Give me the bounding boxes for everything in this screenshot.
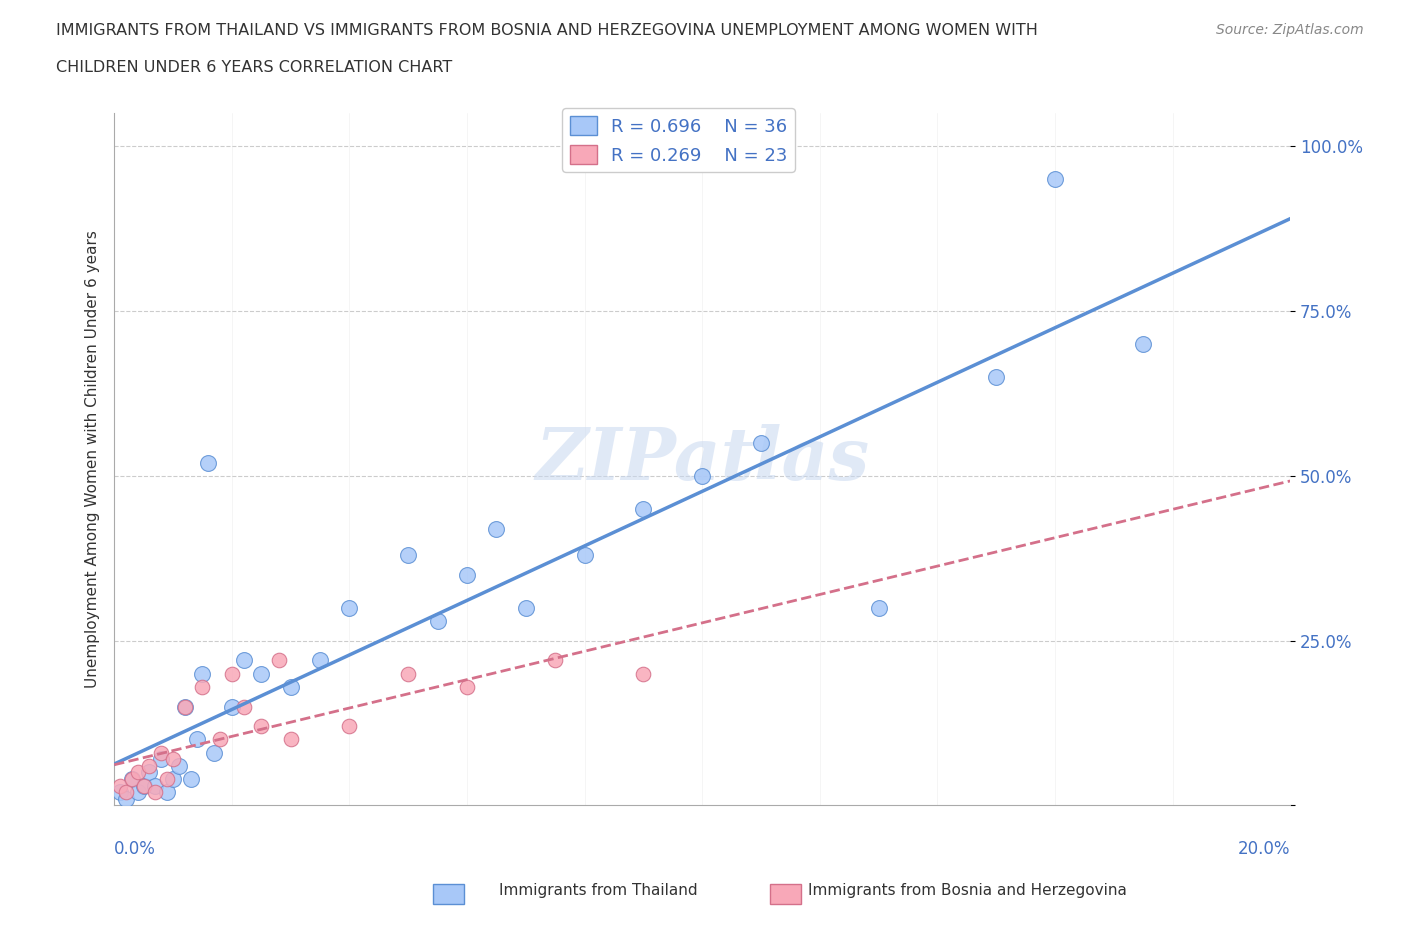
- Point: [396, 666, 419, 681]
- Point: [121, 772, 143, 787]
- Y-axis label: Unemployment Among Women with Children Under 6 years: Unemployment Among Women with Children U…: [86, 231, 100, 688]
- Point: [173, 699, 195, 714]
- Point: [202, 745, 225, 760]
- Point: [191, 666, 214, 681]
- Point: [197, 455, 219, 470]
- Point: [280, 732, 302, 747]
- Point: [690, 469, 713, 484]
- Text: Source: ZipAtlas.com: Source: ZipAtlas.com: [1216, 23, 1364, 37]
- Point: [485, 521, 508, 536]
- Point: [162, 772, 184, 787]
- Point: [868, 600, 890, 615]
- Text: 0.0%: 0.0%: [114, 840, 156, 858]
- Point: [186, 732, 208, 747]
- Point: [108, 778, 131, 793]
- Point: [208, 732, 231, 747]
- Point: [127, 765, 149, 780]
- Point: [633, 666, 655, 681]
- Text: CHILDREN UNDER 6 YEARS CORRELATION CHART: CHILDREN UNDER 6 YEARS CORRELATION CHART: [56, 60, 453, 75]
- Point: [232, 653, 254, 668]
- Point: [115, 785, 138, 800]
- Point: [396, 548, 419, 563]
- Point: [191, 679, 214, 694]
- Point: [280, 679, 302, 694]
- Point: [267, 653, 290, 668]
- Point: [1043, 172, 1066, 187]
- Point: [150, 751, 173, 766]
- Point: [515, 600, 537, 615]
- Point: [138, 765, 160, 780]
- Point: [156, 772, 179, 787]
- Point: [574, 548, 596, 563]
- Text: ZIPatlas: ZIPatlas: [536, 424, 869, 495]
- Point: [143, 785, 166, 800]
- Point: [156, 785, 179, 800]
- Point: [127, 785, 149, 800]
- Point: [456, 567, 478, 582]
- Point: [173, 699, 195, 714]
- Point: [544, 653, 567, 668]
- Point: [180, 772, 202, 787]
- Text: Immigrants from Bosnia and Herzegovina: Immigrants from Bosnia and Herzegovina: [808, 884, 1128, 898]
- Point: [426, 614, 449, 629]
- Point: [221, 699, 243, 714]
- Legend: R = 0.696    N = 36, R = 0.269    N = 23: R = 0.696 N = 36, R = 0.269 N = 23: [562, 109, 794, 172]
- Point: [132, 778, 155, 793]
- Point: [143, 778, 166, 793]
- Point: [150, 745, 173, 760]
- Point: [162, 751, 184, 766]
- Point: [232, 699, 254, 714]
- Point: [337, 600, 360, 615]
- Text: IMMIGRANTS FROM THAILAND VS IMMIGRANTS FROM BOSNIA AND HERZEGOVINA UNEMPLOYMENT : IMMIGRANTS FROM THAILAND VS IMMIGRANTS F…: [56, 23, 1038, 38]
- Point: [633, 501, 655, 516]
- Point: [1132, 337, 1154, 352]
- Point: [250, 666, 273, 681]
- Point: [138, 758, 160, 773]
- Text: Immigrants from Thailand: Immigrants from Thailand: [499, 884, 697, 898]
- Point: [221, 666, 243, 681]
- Point: [309, 653, 332, 668]
- Point: [167, 758, 190, 773]
- Point: [121, 772, 143, 787]
- Text: 20.0%: 20.0%: [1237, 840, 1291, 858]
- Point: [337, 719, 360, 734]
- Point: [456, 679, 478, 694]
- Point: [132, 778, 155, 793]
- Point: [115, 791, 138, 806]
- Point: [250, 719, 273, 734]
- Point: [749, 435, 772, 450]
- Point: [986, 369, 1008, 384]
- Point: [108, 785, 131, 800]
